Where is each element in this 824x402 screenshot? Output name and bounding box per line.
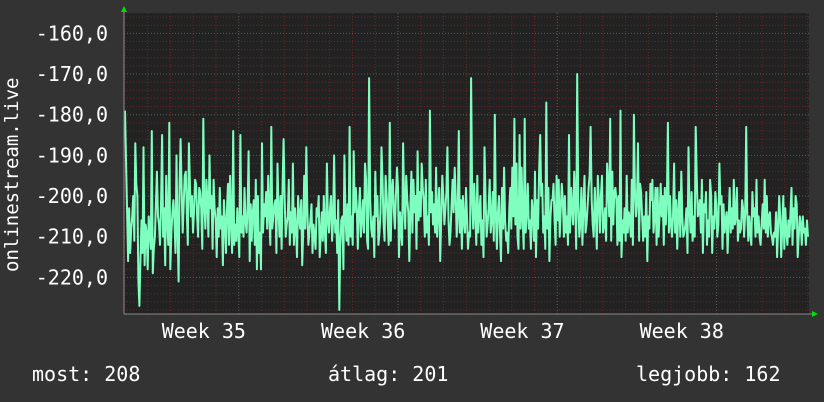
y-tick-label: -200,0 [36,184,108,208]
y-tick-label: -210,0 [36,225,108,249]
x-axis-arrow-icon [812,311,818,317]
y-axis-label: onlinestream.live [1,78,23,272]
x-axis-ticks: Week 35 Week 36 Week 37 Week 38 [162,319,724,343]
y-axis-ticks: -160,0 -170,0 -180,0 -190,0 -200,0 -210,0 -220… [36,21,108,289]
y-tick-label: -180,0 [36,103,108,127]
best-value: legjobb: 162 [636,362,781,386]
x-tick-label: Week 37 [480,319,564,343]
series-line [124,73,809,311]
current-value: most: 208 [32,362,141,386]
y-tick-label: -170,0 [36,62,108,86]
x-tick-label: Week 35 [162,319,246,343]
y-tick-label: -220,0 [36,265,108,289]
average-value: átlag: 201 [328,362,449,386]
y-axis-arrow-icon [121,6,127,12]
x-tick-label: Week 36 [321,319,405,343]
y-tick-label: -160,0 [36,21,108,45]
minor-grid [124,13,809,314]
x-tick-label: Week 38 [640,319,724,343]
major-grid [124,13,809,314]
y-tick-label: -190,0 [36,143,108,167]
